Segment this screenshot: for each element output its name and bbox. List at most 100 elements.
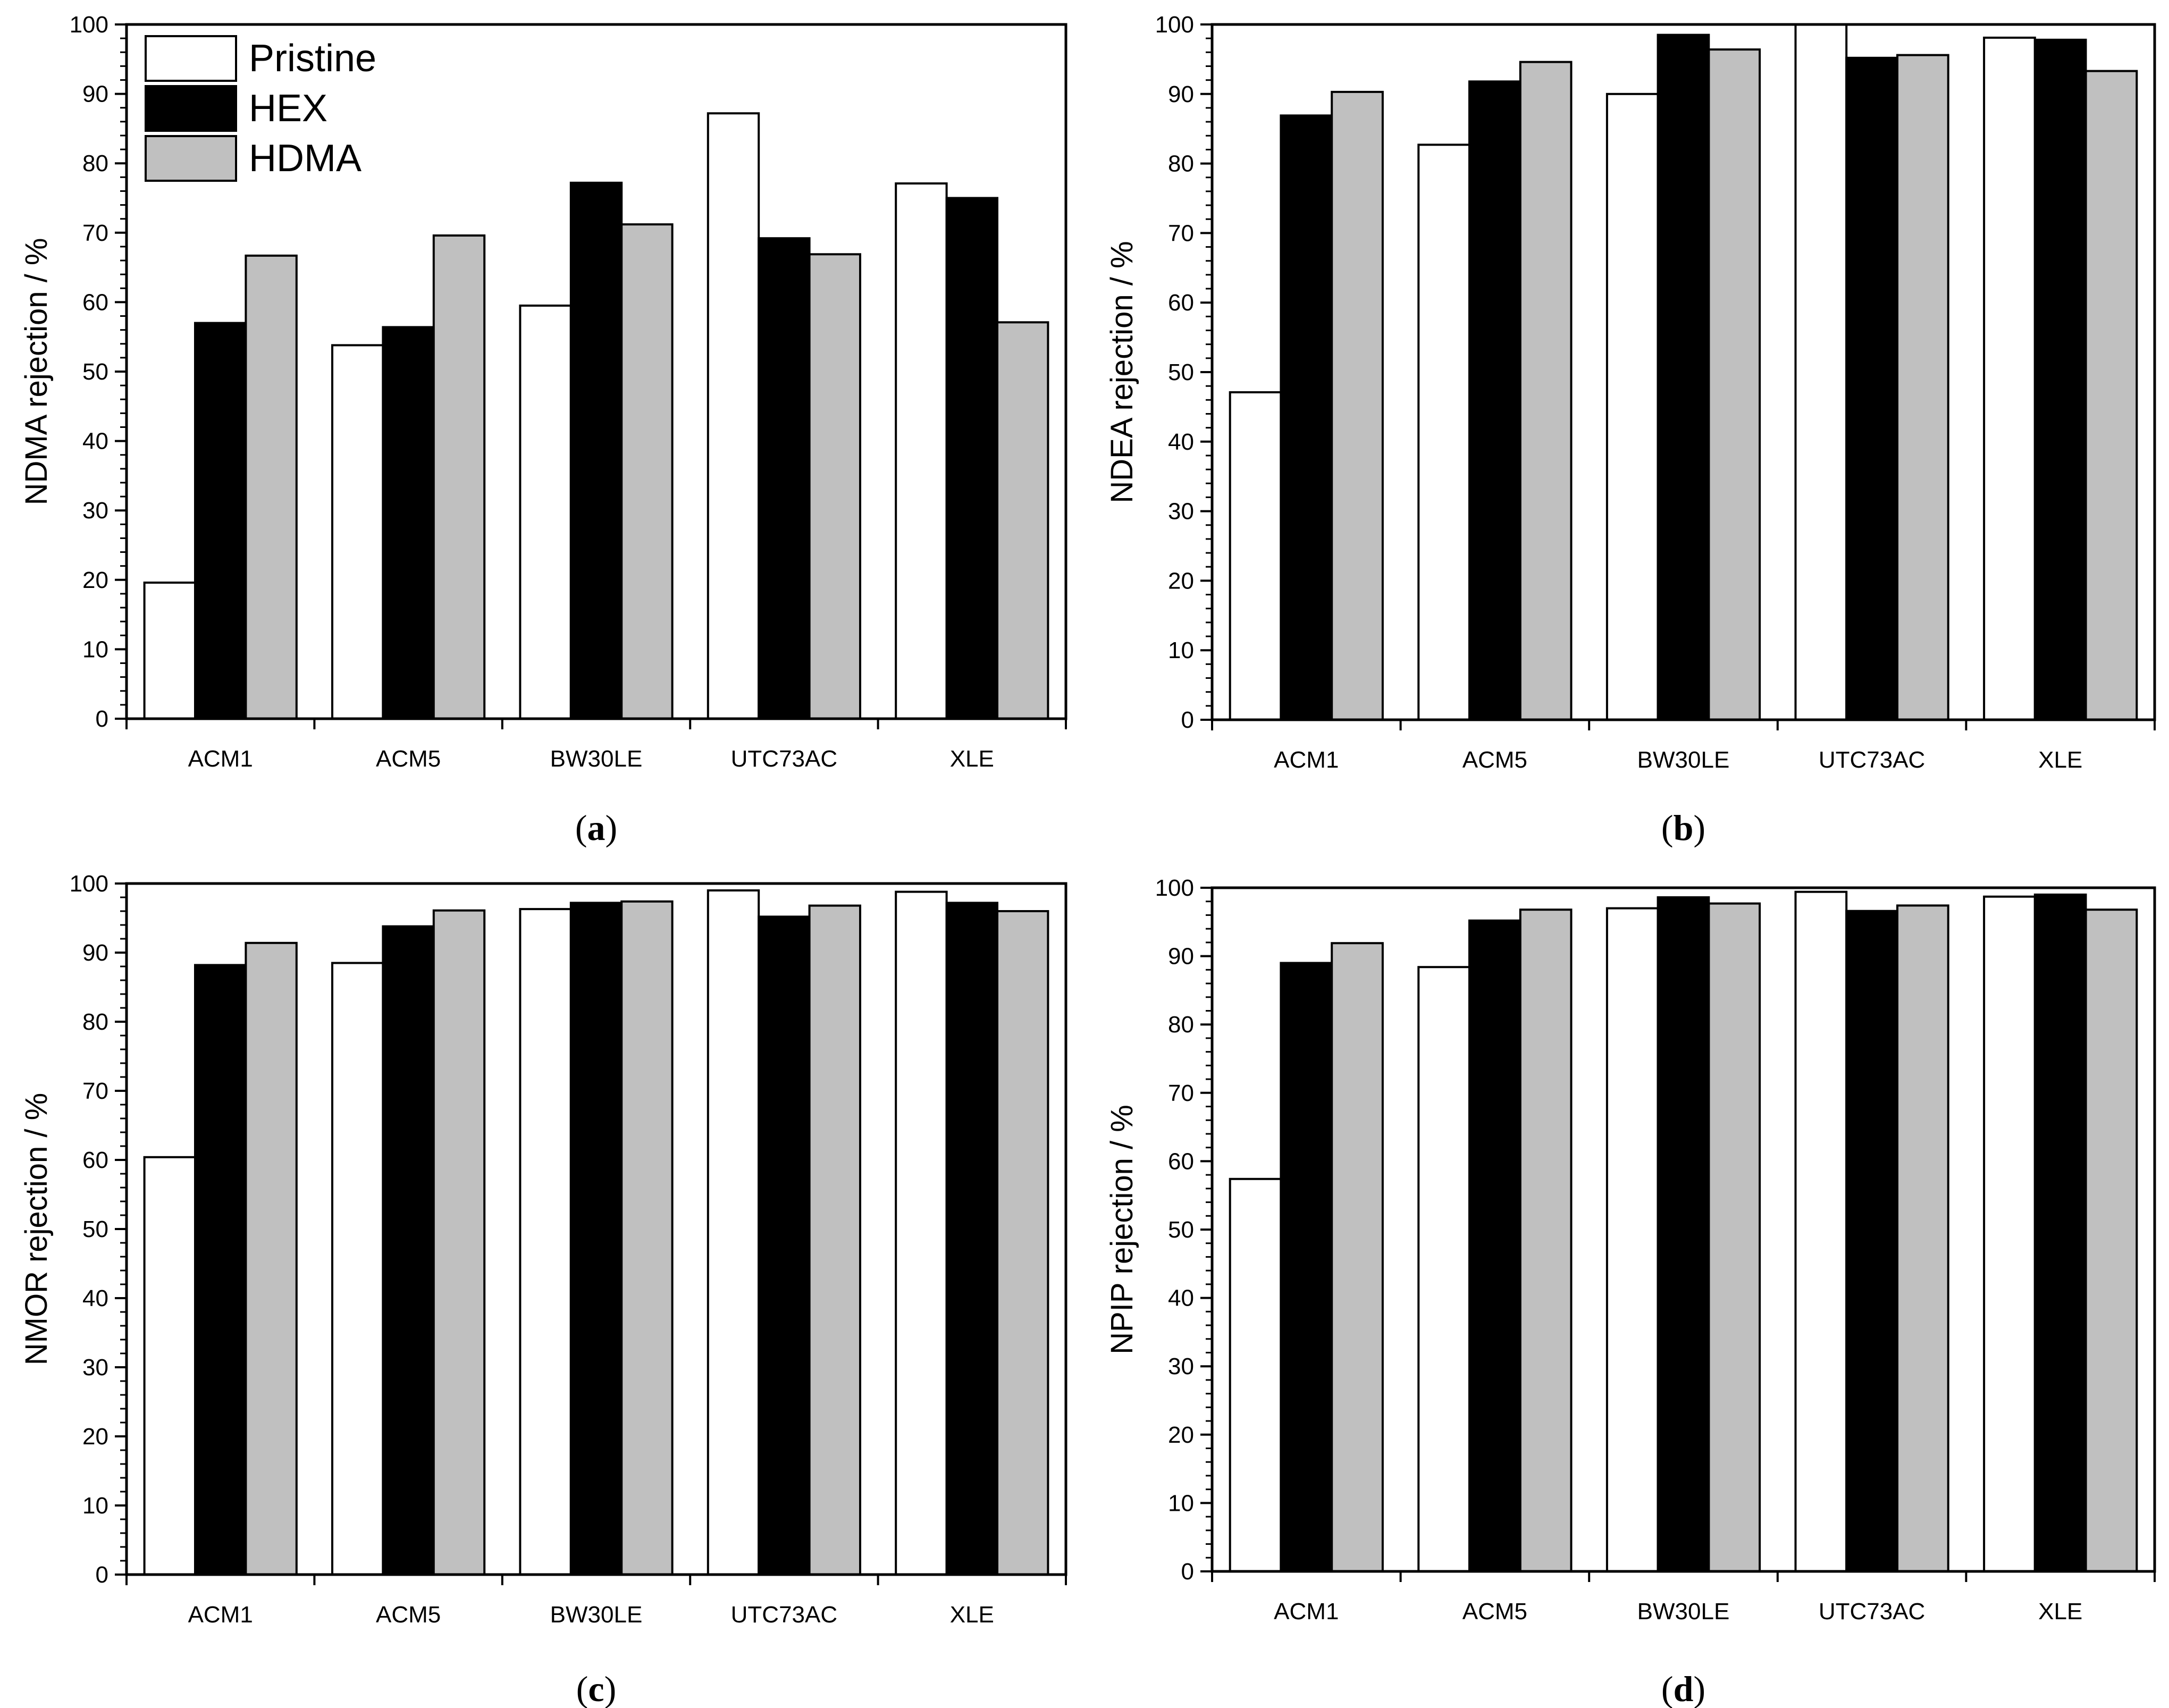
bar-pristine-acm1 [143, 582, 197, 720]
panel-caption-open: ( [1661, 1669, 1674, 1708]
panel-caption-letter: a [587, 807, 606, 848]
bar-hdma-utc73ac [1896, 54, 1949, 721]
y-tick-label: 80 [82, 1009, 108, 1035]
bar-pristine-bw30le [519, 304, 572, 720]
bar-pristine-acm5 [331, 344, 384, 720]
bar-hex-acm5 [1468, 80, 1521, 721]
legend-swatch-hex [145, 85, 237, 132]
x-tick-label-acm1: ACM1 [188, 746, 253, 772]
y-tick-label: 100 [70, 12, 108, 38]
x-tick-label-xle: XLE [950, 746, 994, 772]
y-tick-label: 60 [1168, 1148, 1194, 1174]
bar-pristine-bw30le [1605, 92, 1659, 721]
bar-pristine-acm5 [1417, 966, 1471, 1572]
bar-hdma-acm5 [432, 234, 486, 720]
y-tick-label: 80 [1168, 151, 1194, 177]
y-axis-label: NPIP rejection / % [1105, 1105, 1139, 1354]
y-tick-label: 90 [1168, 944, 1194, 970]
y-tick-label: 10 [82, 1493, 108, 1519]
x-tick-label-acm1: ACM1 [188, 1602, 253, 1628]
bar-hdma-xle [996, 910, 1049, 1576]
bar-hdma-xle [2084, 70, 2138, 721]
y-tick-label: 20 [82, 567, 108, 593]
y-tick-label: 70 [1168, 1080, 1194, 1106]
x-tick-label-xle: XLE [2038, 1598, 2082, 1625]
bar-hdma-utc73ac [808, 904, 861, 1576]
bar-hdma-acm5 [1519, 908, 1573, 1572]
legend-label-hdma: HDMA [249, 137, 362, 180]
x-tick-label-xle: XLE [2038, 747, 2082, 773]
x-tick-label-xle: XLE [950, 1602, 994, 1628]
legend-swatch-pristine [145, 35, 237, 82]
y-tick-label: 60 [82, 289, 108, 315]
y-tick-label: 80 [1168, 1012, 1194, 1038]
legend-label-pristine: Pristine [249, 37, 376, 80]
panel-caption-close: ) [1693, 807, 1705, 848]
x-tick-label-acm1: ACM1 [1274, 747, 1339, 773]
x-tick-label-acm5: ACM5 [376, 746, 441, 772]
y-tick-label: 40 [82, 1285, 108, 1311]
panel-caption-close: ) [604, 1669, 617, 1708]
bar-hex-acm1 [194, 322, 247, 720]
y-tick-label: 70 [82, 220, 108, 246]
y-tick-label: 30 [82, 1354, 108, 1381]
y-tick-label: 40 [1168, 429, 1194, 455]
bar-hdma-bw30le [620, 900, 674, 1576]
bar-pristine-xle [1983, 895, 2036, 1572]
bar-hdma-bw30le [620, 223, 674, 720]
bar-pristine-bw30le [519, 908, 572, 1576]
bar-pristine-utc73ac [1794, 23, 1848, 721]
panel-caption-letter: c [588, 1669, 604, 1708]
bar-hdma-xle [2084, 908, 2138, 1572]
y-tick-label: 20 [1168, 1422, 1194, 1448]
y-tick-label: 20 [82, 1424, 108, 1450]
chart-panel-c: 0 10 20 30 40 50 60 70 80 90 100 ACM1 ACM5 BW30LE UTC7… [19, 871, 1067, 1708]
y-tick-label: 50 [82, 359, 108, 385]
panel-caption-letter: b [1674, 807, 1694, 848]
bar-pristine-acm1 [143, 1156, 197, 1576]
y-tick-label: 10 [1168, 637, 1194, 663]
legend-label-hex: HEX [249, 87, 327, 130]
panel-caption-open: ( [1661, 807, 1674, 848]
bar-pristine-acm1 [1229, 391, 1282, 721]
bar-hdma-acm1 [1331, 942, 1384, 1572]
x-tick-label-acm5: ACM5 [376, 1602, 441, 1628]
bar-hdma-acm1 [1331, 90, 1384, 721]
bar-hex-bw30le [1657, 896, 1710, 1572]
y-tick-label: 90 [82, 81, 108, 107]
bar-pristine-utc73ac [707, 112, 760, 720]
bar-hex-xle [2033, 38, 2087, 721]
x-tick-label-utc73ac: UTC73AC [731, 746, 838, 772]
x-tick-label-acm1: ACM1 [1274, 1598, 1339, 1625]
bar-pristine-xle [895, 890, 948, 1576]
bar-hdma-acm1 [245, 254, 298, 720]
bar-pristine-utc73ac [707, 889, 760, 1576]
y-tick-label: 0 [96, 1562, 108, 1588]
bar-hex-acm5 [382, 326, 435, 720]
x-tick-label-utc73ac: UTC73AC [1819, 1598, 1926, 1625]
bar-pristine-xle [895, 182, 948, 720]
y-tick-label: 30 [1168, 1353, 1194, 1379]
bar-hex-bw30le [1657, 33, 1710, 721]
legend: Pristine HEX HDMA [145, 35, 376, 182]
x-tick-label-utc73ac: UTC73AC [731, 1602, 838, 1628]
y-tick-label: 60 [1168, 290, 1194, 316]
y-tick-label: 40 [1168, 1285, 1194, 1311]
bar-pristine-utc73ac [1794, 890, 1848, 1572]
bar-hex-utc73ac [1845, 56, 1898, 721]
y-tick-label: 0 [1181, 707, 1194, 733]
bar-hex-acm1 [1280, 114, 1333, 721]
y-tick-label: 100 [1155, 12, 1194, 38]
chart-panel-b: 0 10 20 30 40 50 60 70 80 90 100 ACM1 ACM5 BW30LE UTC7… [1105, 12, 2156, 848]
y-tick-label: 10 [1168, 1490, 1194, 1516]
bar-pristine-acm5 [1417, 144, 1471, 721]
bar-hex-acm5 [382, 925, 435, 1576]
bar-hdma-acm1 [245, 941, 298, 1576]
bar-hex-acm5 [1468, 919, 1521, 1572]
y-tick-label: 0 [96, 706, 108, 732]
y-tick-label: 40 [82, 428, 108, 455]
bar-hex-xle [2033, 893, 2087, 1572]
x-tick-label-bw30le: BW30LE [550, 746, 643, 772]
y-tick-label: 20 [1168, 568, 1194, 594]
